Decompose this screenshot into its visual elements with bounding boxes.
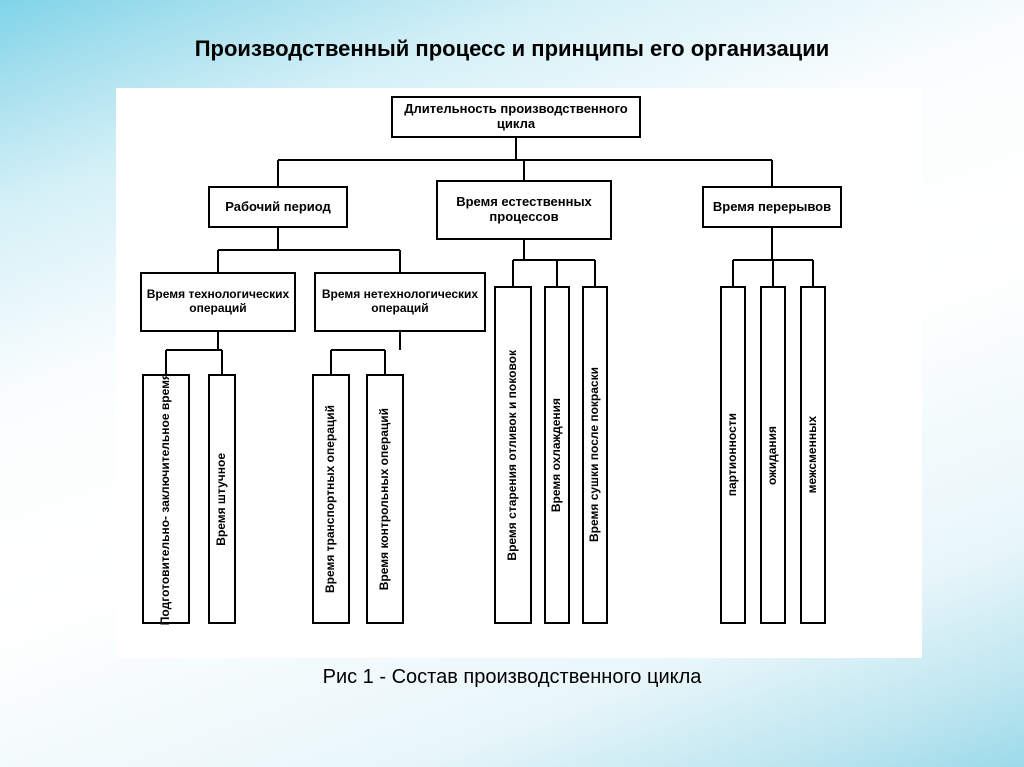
node-label: Время нетехнологических операций — [320, 288, 480, 316]
node-label: Длительность производственного цикла — [397, 102, 635, 132]
leaf-cooling-time: Время охлаждения — [544, 286, 570, 624]
leaf-transport-time: Время транспортных операций — [312, 374, 350, 624]
node-work-period: Рабочий период — [208, 186, 348, 228]
leaf-label: Время штучное — [215, 453, 228, 546]
node-tech-ops: Время технологических операций — [140, 272, 296, 332]
slide-title: Производственный процесс и принципы его … — [0, 36, 1024, 62]
leaf-prep-final-time: Подготовительно- заключительное время — [142, 374, 190, 624]
leaf-label: партионности — [726, 413, 739, 496]
node-label: Время перерывов — [713, 200, 831, 215]
leaf-batch-wait: партионности — [720, 286, 746, 624]
slide: Производственный процесс и принципы его … — [0, 0, 1024, 767]
node-label: Рабочий период — [225, 200, 331, 215]
leaf-label: межсменных — [806, 416, 819, 493]
leaf-aging-time: Время старения отливок и поковок — [494, 286, 532, 624]
node-breaks: Время перерывов — [702, 186, 842, 228]
node-label: Время технологических операций — [146, 288, 290, 316]
leaf-label: Время сушки после покраски — [588, 367, 601, 542]
leaf-label: Время транспортных операций — [324, 405, 337, 593]
leaf-piece-time: Время штучное — [208, 374, 236, 624]
leaf-waiting: ожидания — [760, 286, 786, 624]
leaf-label: Время охлаждения — [550, 398, 563, 512]
node-natural: Время естественных процессов — [436, 180, 612, 240]
leaf-control-time: Время контрольных операций — [366, 374, 404, 624]
diagram-area: Длительность производственного цикла Раб… — [116, 88, 922, 658]
leaf-intershift: межсменных — [800, 286, 826, 624]
leaf-drying-time: Время сушки после покраски — [582, 286, 608, 624]
node-label: Время естественных процессов — [442, 195, 606, 225]
leaf-label: ожидания — [766, 426, 779, 485]
node-root: Длительность производственного цикла — [391, 96, 641, 138]
figure-caption: Рис 1 - Состав производственного цикла — [0, 666, 1024, 689]
node-nontech-ops: Время нетехнологических операций — [314, 272, 486, 332]
leaf-label: Подготовительно- заключительное время — [159, 373, 172, 625]
leaf-label: Время контрольных операций — [378, 408, 391, 590]
leaf-label: Время старения отливок и поковок — [506, 350, 519, 561]
